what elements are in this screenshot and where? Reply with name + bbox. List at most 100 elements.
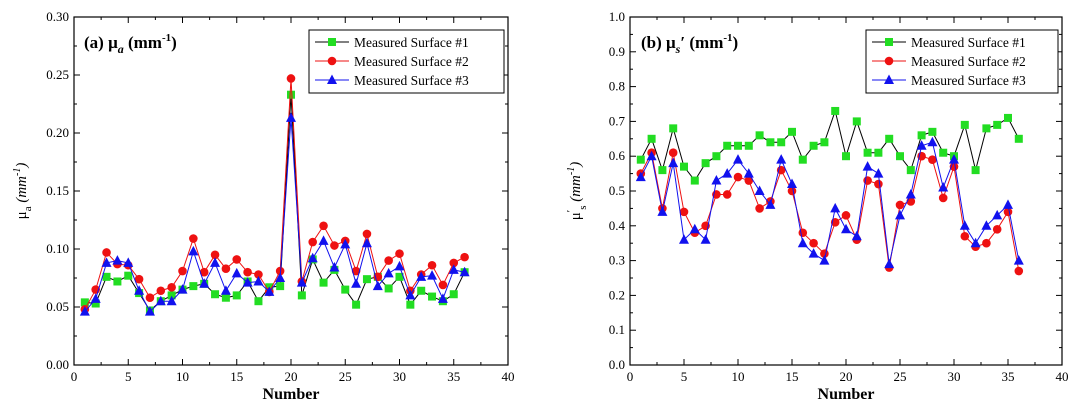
y-tick-label: 0.8 xyxy=(609,79,625,94)
x-tick-label: 0 xyxy=(71,369,78,384)
data-point xyxy=(427,260,437,270)
data-point xyxy=(460,252,469,262)
data-point xyxy=(221,293,230,302)
data-point xyxy=(275,272,286,282)
legend-marker xyxy=(884,56,894,66)
data-point xyxy=(361,237,372,248)
x-tick-label: 15 xyxy=(786,369,799,384)
data-point xyxy=(384,256,393,265)
data-point xyxy=(916,140,927,150)
data-point xyxy=(199,267,209,277)
data-point xyxy=(254,297,263,306)
data-point xyxy=(318,235,329,245)
legend-marker xyxy=(327,56,337,66)
data-point xyxy=(701,159,710,168)
data-point xyxy=(406,300,415,309)
data-point xyxy=(744,141,753,150)
data-point xyxy=(873,168,884,178)
data-point xyxy=(646,150,657,161)
x-axis-title: Number xyxy=(818,386,875,403)
data-point xyxy=(895,209,905,220)
data-point xyxy=(231,267,242,278)
data-point xyxy=(286,112,296,122)
data-point xyxy=(938,193,948,203)
data-point xyxy=(668,148,678,158)
data-point xyxy=(863,148,872,157)
data-point xyxy=(112,255,123,265)
data-point xyxy=(210,250,220,260)
x-tick-label: 30 xyxy=(393,369,406,384)
data-point xyxy=(362,275,371,284)
data-point xyxy=(383,267,394,278)
data-point xyxy=(992,209,1003,220)
data-point xyxy=(167,282,176,292)
data-point xyxy=(437,293,448,303)
data-point xyxy=(797,237,808,248)
data-point xyxy=(885,134,894,143)
data-point xyxy=(384,284,393,293)
legend-label: Measured Surface #1 xyxy=(354,35,469,50)
data-point xyxy=(449,290,458,299)
data-point xyxy=(427,270,438,280)
data-point xyxy=(722,168,733,178)
data-point xyxy=(744,176,754,185)
data-point xyxy=(754,185,765,195)
data-point xyxy=(145,293,155,303)
data-point xyxy=(155,295,166,306)
data-point xyxy=(970,237,981,248)
data-point xyxy=(862,161,873,171)
data-point xyxy=(820,138,829,147)
y-tick-label: 0.9 xyxy=(609,44,625,59)
data-point xyxy=(809,238,818,248)
series-line xyxy=(84,117,465,313)
data-point xyxy=(895,200,905,210)
y-tick-label: 0.30 xyxy=(46,9,69,24)
data-point xyxy=(939,148,948,157)
y-tick-label: 0.05 xyxy=(46,299,69,314)
legend-label: Measured Surface #1 xyxy=(911,35,1026,50)
data-point xyxy=(690,176,699,185)
data-point xyxy=(776,154,787,164)
legend-marker xyxy=(884,74,894,84)
data-point xyxy=(647,134,656,143)
data-point xyxy=(733,172,743,182)
y-tick-label: 0.4 xyxy=(609,218,626,233)
data-point xyxy=(852,117,861,126)
data-point xyxy=(1003,199,1013,209)
data-point xyxy=(755,204,764,213)
data-point xyxy=(884,258,895,269)
data-point xyxy=(960,120,969,129)
data-point xyxy=(395,249,404,258)
data-point xyxy=(830,202,841,213)
data-point xyxy=(788,127,796,136)
y-tick-label: 0.20 xyxy=(46,125,69,140)
data-point xyxy=(124,271,133,280)
data-point xyxy=(416,271,427,281)
data-point xyxy=(734,141,742,150)
data-point xyxy=(723,141,732,150)
y-tick-label: 0.25 xyxy=(46,67,69,82)
series-2 xyxy=(636,148,1024,276)
data-point xyxy=(657,206,668,216)
data-point xyxy=(459,266,470,277)
data-point xyxy=(798,228,808,238)
data-point xyxy=(851,230,862,241)
data-point xyxy=(711,175,722,185)
series-line xyxy=(640,141,1020,265)
legend-marker xyxy=(327,74,337,84)
data-point xyxy=(340,238,351,249)
data-point xyxy=(680,162,688,171)
data-point xyxy=(679,207,689,217)
data-point xyxy=(307,252,318,263)
data-point xyxy=(113,277,122,286)
data-point xyxy=(777,138,786,147)
legend-marker xyxy=(328,38,336,46)
data-point xyxy=(755,131,764,140)
legend-label: Measured Surface #2 xyxy=(911,54,1026,69)
data-point xyxy=(938,182,949,192)
x-tick-label: 25 xyxy=(339,369,352,384)
data-point xyxy=(264,286,275,296)
data-point xyxy=(1014,134,1023,143)
data-point xyxy=(287,90,295,99)
y-tick-label: 0.6 xyxy=(609,148,626,163)
